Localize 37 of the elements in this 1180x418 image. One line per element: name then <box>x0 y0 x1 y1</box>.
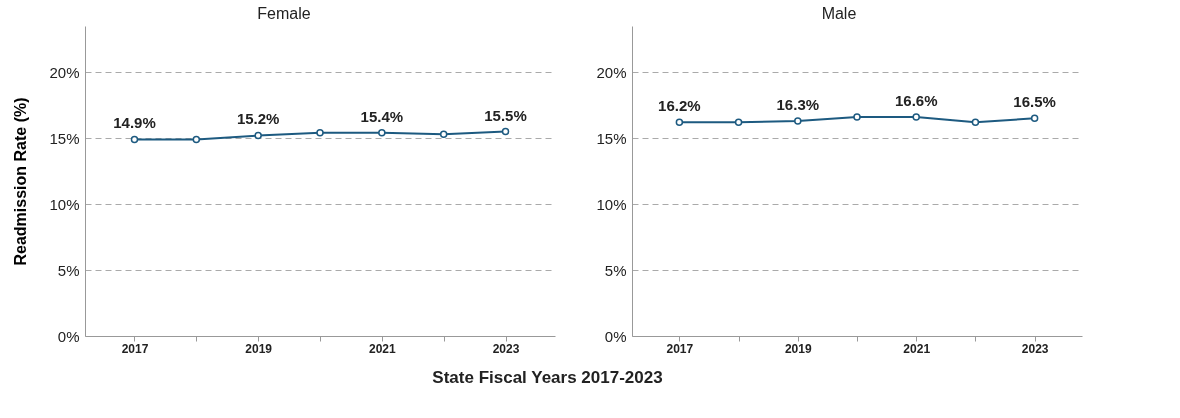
point <box>439 130 448 138</box>
y-tick-label: 15% <box>49 129 80 147</box>
y-tick-label: 5% <box>604 261 627 279</box>
chart-title: Male <box>821 5 857 22</box>
x-tick-label: 2023 <box>492 341 520 356</box>
point <box>254 131 262 140</box>
data-label: 15.2% <box>236 110 280 128</box>
y-tick-label: 0% <box>604 327 627 345</box>
x-tick-label: 2019 <box>784 341 812 356</box>
y-tick-label: 20% <box>596 63 627 81</box>
data-label: 16.3% <box>776 95 820 113</box>
point <box>130 135 139 144</box>
x-tick-label: 2023 <box>1021 341 1049 356</box>
x-tick-label: 2017 <box>666 341 694 356</box>
chart-title: Female <box>257 5 311 22</box>
x-tick-label: 2021 <box>368 341 397 356</box>
x-axis-title: State Fiscal Years 2017-2023 <box>432 368 663 387</box>
y-tick-label: 10% <box>49 195 80 213</box>
point <box>501 127 510 136</box>
y-tick-label: 15% <box>596 129 627 147</box>
data-label: 16.6% <box>894 92 938 110</box>
y-tick-label: 20% <box>49 63 80 81</box>
point <box>192 135 201 144</box>
data-label: 16.5% <box>1013 93 1056 111</box>
x-tick-label: 2019 <box>245 341 273 356</box>
data-label: 16.2% <box>658 97 701 115</box>
data-label: 14.9% <box>113 114 156 132</box>
y-tick-label: 10% <box>596 195 627 213</box>
y-tick-label: 0% <box>57 327 80 345</box>
x-tick-label: 2017 <box>121 341 149 356</box>
y-tick-label: 5% <box>57 261 80 279</box>
point <box>378 129 386 137</box>
y-axis-title: Readmission Rate (%) <box>12 97 30 266</box>
data-label: 15.5% <box>484 106 527 124</box>
point <box>316 129 324 137</box>
x-tick-label: 2021 <box>903 341 931 356</box>
data-label: 15.4% <box>360 107 404 125</box>
